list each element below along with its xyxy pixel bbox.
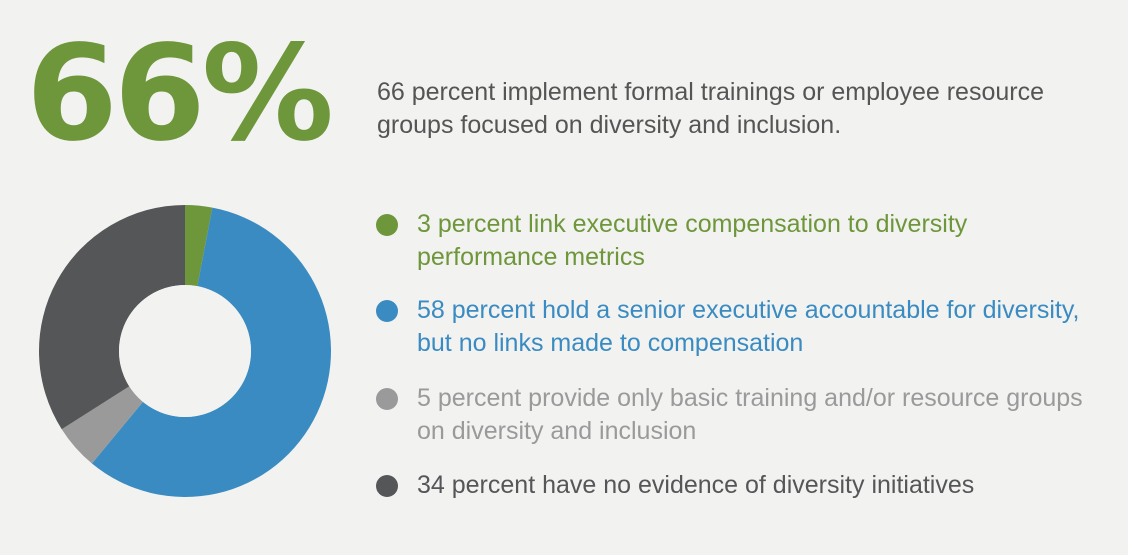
donut-slice-no-evidence [39,205,186,430]
donut-slice-basic-training [61,386,143,464]
legend-label-basic-training: 5 percent provide only basic training an… [417,384,1083,445]
donut-slice-exec-compensation [185,205,213,287]
legend-dot-lightgray [376,388,398,410]
legend-dot-green [376,214,398,236]
headline-text: 66 percent implement formal trainings or… [377,78,1044,139]
legend-item-exec-accountable: 58 percent hold a senior executive accou… [376,294,1097,360]
legend-dot-blue [376,300,398,322]
donut-hole [119,285,251,417]
headline-stat: 66% [26,17,334,171]
legend-item-exec-compensation: 3 percent link executive compensation to… [376,208,1097,274]
legend-label-exec-compensation: 3 percent link executive compensation to… [417,210,968,271]
legend-label-no-evidence: 34 percent have no evidence of diversity… [417,471,975,499]
legend-item-no-evidence: 34 percent have no evidence of diversity… [376,469,1097,502]
donut-slice-exec-accountable [91,207,332,497]
donut-chart [39,205,332,497]
legend-item-basic-training: 5 percent provide only basic training an… [376,382,1097,448]
legend-dot-darkgray [376,475,398,497]
legend-label-exec-accountable: 58 percent hold a senior executive accou… [417,296,1080,357]
